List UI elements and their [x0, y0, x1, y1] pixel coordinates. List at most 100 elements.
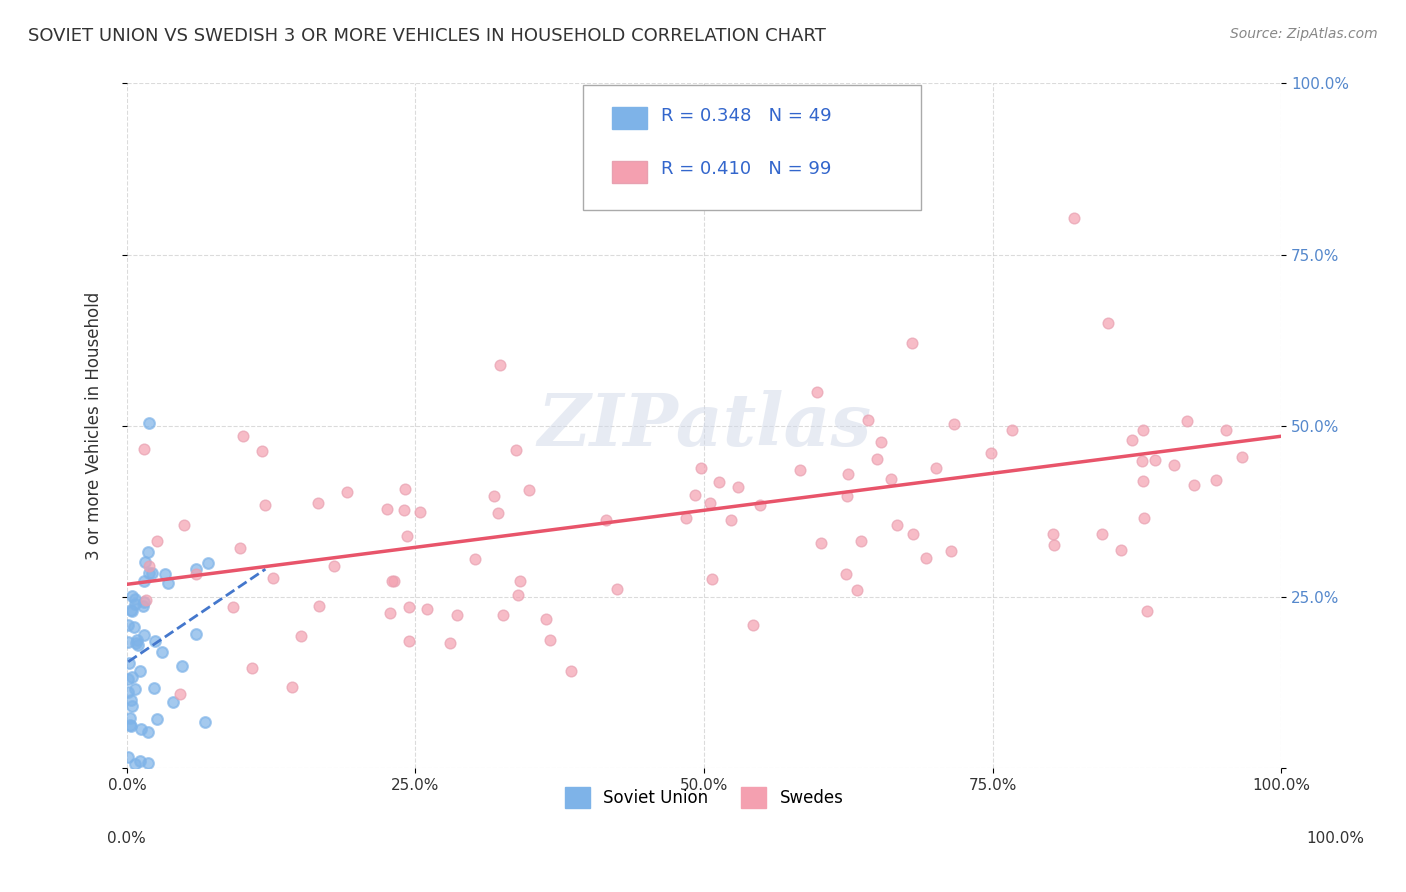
- Point: [464, 552, 486, 566]
- Point: [675, 511, 697, 525]
- Point: [138, 559, 160, 574]
- Point: [117, 749, 139, 764]
- Point: [942, 417, 965, 432]
- Point: [157, 575, 180, 590]
- Point: [489, 358, 512, 372]
- Text: Source: ZipAtlas.com: Source: ZipAtlas.com: [1230, 27, 1378, 41]
- Text: R = 0.348   N = 49: R = 0.348 N = 49: [661, 107, 831, 125]
- Point: [120, 719, 142, 733]
- Point: [1205, 473, 1227, 487]
- Point: [172, 659, 194, 673]
- Point: [138, 417, 160, 431]
- Point: [849, 533, 872, 548]
- Point: [124, 592, 146, 607]
- Point: [409, 505, 432, 519]
- Point: [699, 495, 721, 509]
- Point: [506, 588, 529, 602]
- Point: [121, 604, 143, 618]
- Point: [446, 607, 468, 622]
- Point: [194, 715, 217, 730]
- Point: [134, 555, 156, 569]
- Point: [683, 488, 706, 502]
- Point: [398, 633, 420, 648]
- Point: [127, 632, 149, 647]
- Point: [127, 638, 149, 652]
- Point: [1132, 423, 1154, 437]
- Point: [262, 571, 284, 585]
- Point: [886, 517, 908, 532]
- Point: [716, 124, 738, 138]
- Point: [1121, 433, 1143, 447]
- Point: [749, 498, 772, 512]
- Point: [132, 574, 155, 589]
- Point: [132, 595, 155, 609]
- Point: [1144, 453, 1167, 467]
- Point: [143, 634, 166, 648]
- Point: [395, 529, 418, 543]
- Point: [509, 574, 531, 589]
- Point: [810, 536, 832, 550]
- Point: [118, 711, 141, 725]
- Point: [141, 566, 163, 580]
- Point: [136, 545, 159, 559]
- Point: [221, 599, 243, 614]
- Point: [336, 485, 359, 500]
- Point: [846, 583, 869, 598]
- Point: [709, 475, 731, 489]
- Point: [439, 636, 461, 650]
- Point: [1163, 458, 1185, 472]
- Point: [1133, 511, 1156, 525]
- Point: [727, 480, 749, 494]
- Point: [120, 718, 142, 732]
- Point: [132, 628, 155, 642]
- Point: [1063, 211, 1085, 225]
- Point: [122, 620, 145, 634]
- Point: [925, 461, 948, 475]
- Point: [486, 506, 509, 520]
- Point: [136, 724, 159, 739]
- Point: [980, 446, 1002, 460]
- Point: [117, 634, 139, 648]
- Point: [1230, 450, 1253, 465]
- Point: [124, 682, 146, 697]
- Point: [173, 517, 195, 532]
- Point: [152, 645, 174, 659]
- Point: [117, 672, 139, 686]
- Point: [138, 566, 160, 581]
- Point: [941, 544, 963, 558]
- Point: [394, 482, 416, 496]
- Point: [124, 636, 146, 650]
- Point: [129, 664, 152, 678]
- Point: [690, 461, 713, 475]
- Point: [184, 566, 207, 581]
- Point: [1043, 538, 1066, 552]
- Point: [162, 695, 184, 709]
- Point: [837, 467, 859, 481]
- Point: [375, 501, 398, 516]
- Point: [1215, 423, 1237, 437]
- Point: [381, 574, 404, 588]
- Point: [484, 489, 506, 503]
- Point: [492, 607, 515, 622]
- Point: [1135, 605, 1157, 619]
- Point: [197, 556, 219, 570]
- Point: [505, 442, 527, 457]
- Point: [1132, 474, 1154, 488]
- Point: [741, 617, 763, 632]
- Text: 0.0%: 0.0%: [107, 831, 146, 846]
- Point: [240, 661, 263, 675]
- Point: [308, 496, 330, 510]
- Point: [880, 472, 903, 486]
- Point: [858, 413, 880, 427]
- Point: [250, 443, 273, 458]
- Y-axis label: 3 or more Vehicles in Household: 3 or more Vehicles in Household: [86, 292, 103, 560]
- Point: [169, 687, 191, 701]
- Point: [121, 698, 143, 713]
- Point: [378, 607, 401, 621]
- Point: [914, 551, 936, 566]
- Point: [153, 567, 176, 582]
- Point: [134, 442, 156, 457]
- Point: [117, 617, 139, 632]
- Point: [519, 483, 541, 497]
- Point: [534, 612, 557, 626]
